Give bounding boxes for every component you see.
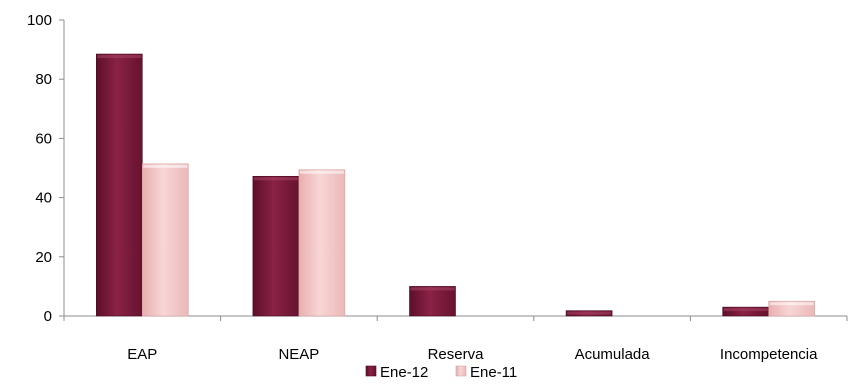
axes: 0 20 40 60 80 100 EAP NEAP Reserva Acumulada Incom… <box>27 12 848 363</box>
x-tick-label: EAP <box>127 346 157 363</box>
bars <box>96 53 816 317</box>
legend-swatch <box>365 365 377 377</box>
bar-Ene-11-Incompetencia <box>768 300 816 317</box>
legend-label: Ene-12 <box>380 364 428 381</box>
y-tick-label: 100 <box>27 12 52 29</box>
bar-Ene-12-Reserva <box>409 286 456 317</box>
bar-highlight <box>143 164 188 168</box>
bar <box>298 169 346 317</box>
y-tick-label: 80 <box>35 71 52 88</box>
bar-Ene-12-NEAP <box>252 175 300 317</box>
x-tick-label: Incompetencia <box>720 346 818 363</box>
bar-highlight <box>299 170 344 174</box>
bar-highlight <box>410 287 455 291</box>
bar-highlight <box>723 308 768 312</box>
legend: Ene-12 Ene-11 <box>365 364 517 381</box>
bar <box>252 175 300 317</box>
legend-label: Ene-11 <box>470 364 517 381</box>
bar-Ene-11-EAP <box>142 163 189 317</box>
bar <box>96 53 143 317</box>
legend-item-Ene-11: Ene-11 <box>455 364 517 381</box>
bar-Ene-11-NEAP <box>298 169 346 317</box>
bar-Ene-12-EAP <box>96 53 143 317</box>
legend-swatch <box>455 365 467 377</box>
x-tick-label: NEAP <box>278 346 319 363</box>
y-tick-label: 0 <box>44 308 52 325</box>
y-tick-label: 20 <box>35 249 52 266</box>
bar <box>409 286 456 317</box>
bar-highlight <box>769 302 814 306</box>
bar-highlight <box>253 177 298 181</box>
legend-item-Ene-12: Ene-12 <box>365 364 428 381</box>
bar-highlight <box>97 55 142 59</box>
bar-Ene-12-Acumulada <box>565 310 613 317</box>
x-tick-label: Acumulada <box>575 346 651 363</box>
bar <box>142 163 189 317</box>
bar-highlight <box>567 311 612 315</box>
bar-Ene-12-Incompetencia <box>722 306 770 317</box>
y-tick-label: 40 <box>35 190 52 207</box>
y-tick-label: 60 <box>35 130 52 147</box>
x-tick-label: Reserva <box>428 346 485 363</box>
